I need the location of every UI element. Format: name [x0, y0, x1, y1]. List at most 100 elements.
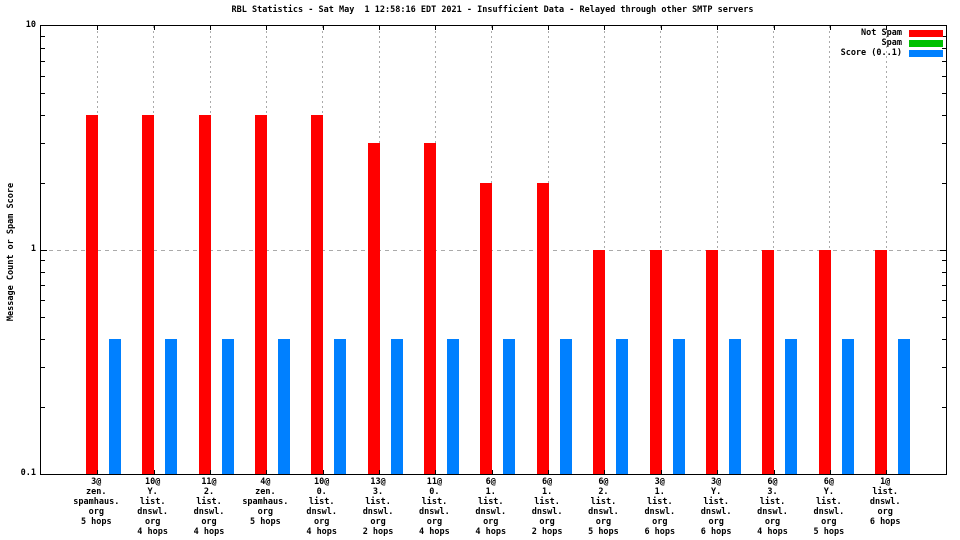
x-category-label-line: dnswl. — [419, 507, 450, 517]
x-tick-bottom — [604, 470, 606, 474]
x-category-label: 13@ 3. list. dnswl. org 2 hops — [349, 477, 407, 537]
x-category-label-line: list. — [477, 497, 504, 507]
x-tick-bottom — [210, 470, 211, 474]
x-category-label-line: org — [144, 517, 161, 527]
x-category-label-line: 3@ — [711, 477, 722, 487]
legend-swatch-icon — [909, 39, 943, 47]
y-tick-minor-right — [942, 36, 946, 38]
x-category-label: 10@ Y. list. dnswl. org 4 hops — [124, 477, 182, 537]
x-tick-bottom — [886, 470, 888, 474]
x-category-label-line: 0. — [316, 487, 327, 497]
x-category-label-line: 5 hops — [80, 517, 112, 527]
x-category-label: 6@ 2. list. dnswl. org 5 hops — [574, 477, 632, 537]
x-category-label-line: org — [821, 517, 837, 527]
x-category-label-line: org — [483, 517, 499, 527]
x-category-label-line: 4 hops — [419, 527, 450, 537]
x-category-label-line: org — [652, 517, 668, 527]
x-tick-bottom — [491, 470, 493, 474]
bar-score-0-1- — [785, 339, 798, 474]
bar-not-spam — [480, 182, 493, 474]
x-category-label-line: dnswl. — [475, 507, 507, 517]
bar-not-spam — [367, 143, 380, 474]
x-tick-bottom — [322, 470, 324, 474]
legend-label: Spam — [881, 38, 902, 48]
x-category-label-line: list. — [590, 497, 617, 507]
bar-not-spam — [818, 250, 831, 474]
legend-label: Not Spam — [861, 28, 902, 38]
bar-not-spam — [424, 143, 437, 474]
x-category-label-line: 2 hops — [531, 527, 563, 537]
x-category-label-line: org — [314, 517, 330, 527]
y-tick-minor-right — [942, 367, 946, 369]
legend-swatch-icon — [909, 49, 943, 57]
x-category-label: 3@ zen. spamhaus. org 5 hops — [67, 477, 125, 527]
x-tick-bottom — [266, 470, 268, 474]
x-category-label-line: 6 hops — [700, 527, 732, 537]
x-category-label-line: 1. — [485, 487, 496, 497]
legend-row: Not Spam — [841, 28, 943, 38]
legend-label: Score (0..1) — [840, 48, 902, 58]
x-category-label-line: Y. — [147, 487, 158, 497]
y-tick-minor-right — [942, 143, 946, 145]
x-category-label-line: org — [764, 517, 781, 527]
x-category-label-line: org — [426, 517, 443, 527]
x-tick-bottom — [379, 470, 381, 474]
x-category-label-line: dnswl. — [813, 507, 845, 517]
x-category-label-line: org — [201, 517, 217, 527]
y-tick-minor-right — [942, 406, 946, 408]
y-tick-minor-left — [41, 60, 45, 62]
x-category-label-line: list. — [647, 497, 673, 507]
bar-score-0-1- — [390, 339, 403, 474]
x-category-label-line: 6@ — [485, 477, 496, 487]
y-tick-minor-right — [942, 339, 946, 341]
x-tick-top — [660, 26, 662, 30]
x-category-label-line: 1@ — [880, 477, 891, 487]
legend-swatch-icon — [909, 29, 943, 37]
x-category-label-line: 1. — [654, 487, 665, 497]
x-category-label-line: list. — [703, 497, 729, 507]
bar-score-0-1- — [841, 339, 854, 474]
y-tick-minor-left — [41, 115, 45, 117]
x-tick-top — [379, 26, 381, 30]
x-category-label-line: 4 hops — [193, 527, 225, 537]
x-category-label-line: 4 hops — [306, 527, 338, 537]
y-tick-minor-left — [41, 339, 45, 341]
x-category-label-line: 2. — [203, 487, 215, 497]
y-tick-label: 10 — [25, 20, 36, 30]
bar-score-0-1- — [616, 339, 629, 474]
x-tick-top — [604, 26, 606, 30]
x-category-label-line: 5 hops — [249, 517, 281, 527]
x-tick-top — [548, 26, 550, 30]
bar-not-spam — [255, 115, 268, 474]
x-category-label-line: 10@ — [314, 477, 330, 487]
x-category-label-line: 6@ — [541, 477, 553, 487]
x-category-label-line: list. — [816, 497, 842, 507]
bar-score-0-1- — [334, 339, 347, 474]
x-tick-bottom — [660, 470, 662, 474]
x-category-label-line: 2. — [598, 487, 609, 497]
x-category-label-line: dnswl. — [757, 507, 788, 517]
x-category-label-line: 1. — [541, 487, 553, 497]
x-category-label-line: list. — [139, 497, 166, 507]
y-tick-minor-right — [942, 115, 946, 117]
x-category-label-line: 4 hops — [137, 527, 168, 537]
x-tick-top — [210, 26, 211, 30]
x-tick-top — [435, 26, 437, 30]
x-tick-bottom — [829, 470, 831, 474]
x-category-label-line: org — [595, 517, 612, 527]
y-tick-minor-right — [942, 93, 946, 95]
y-tick-minor-left — [41, 271, 45, 273]
bar-score-0-1- — [559, 339, 572, 474]
x-category-label-line: 6@ — [598, 477, 609, 487]
y-tick-minor-left — [41, 143, 45, 145]
bar-score-0-1- — [221, 339, 234, 474]
x-category-label-line: 3. — [372, 487, 384, 497]
x-tick-top — [153, 26, 155, 30]
x-category-label-line: 3@ — [91, 477, 102, 487]
y-tick-minor-left — [41, 47, 45, 49]
legend: Not Spam Spam Score (0..1) — [841, 28, 943, 58]
x-category-label-line: dnswl. — [137, 507, 168, 517]
y-tick-minor-right — [942, 47, 946, 49]
x-category-label-line: 11@ — [426, 477, 443, 487]
x-category-label-line: org — [877, 507, 893, 517]
